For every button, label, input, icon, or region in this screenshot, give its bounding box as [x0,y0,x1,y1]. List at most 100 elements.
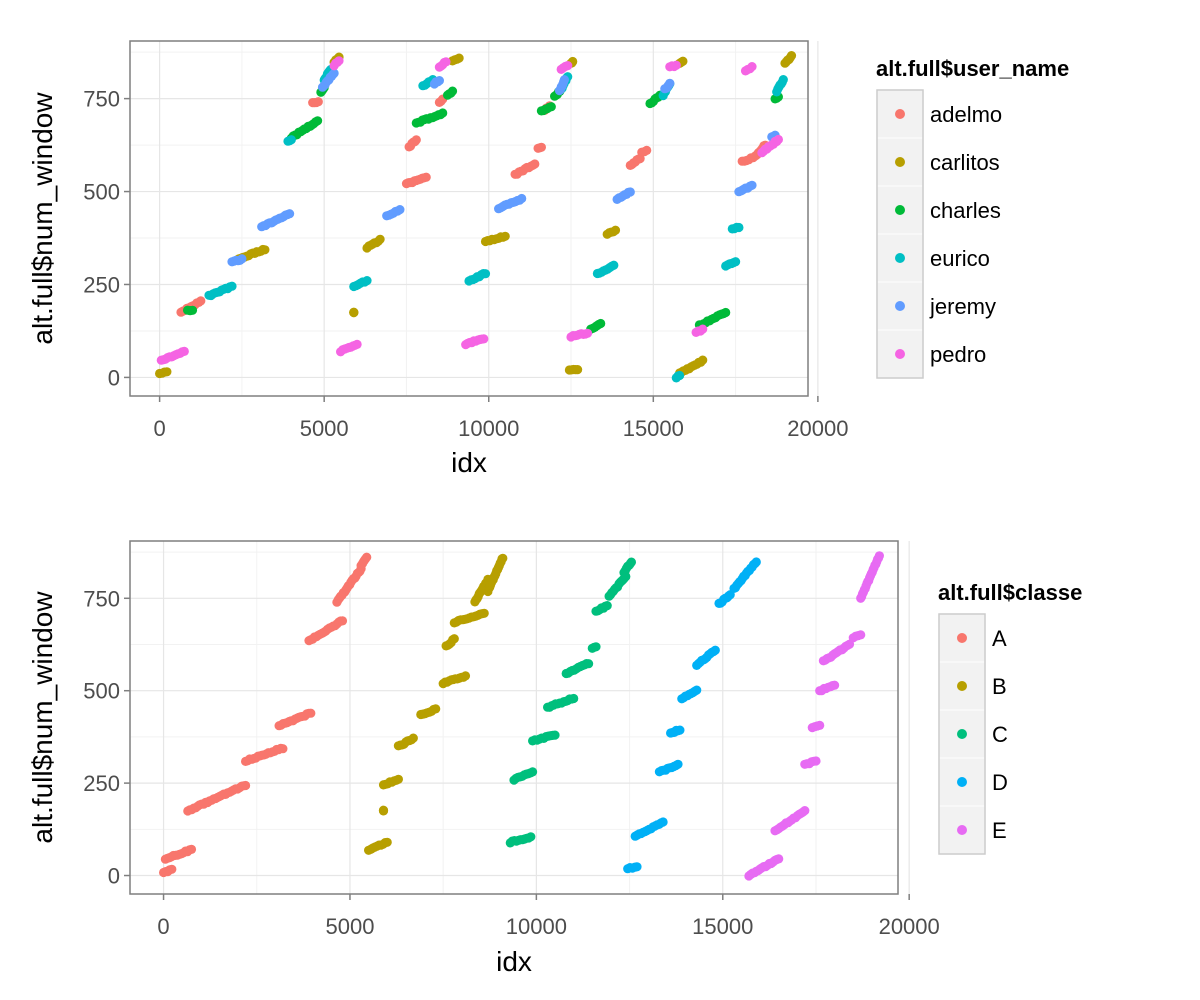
series-C [505,557,637,848]
data-point-C [550,730,560,740]
series-A [159,552,372,878]
data-point-pedro [441,57,451,67]
data-point-jeremy [434,76,444,86]
data-point-E [856,630,866,640]
legend-label: E [992,818,1007,843]
y-axis-title: alt.full$num_window [27,591,58,844]
data-point-E [774,854,784,864]
data-point-E [830,680,840,690]
legend-key-A [957,633,967,643]
data-point-eurico [609,260,619,270]
legend-key-jeremy [895,301,905,311]
y-axis-title: alt.full$num_window [27,92,58,345]
series-E [744,551,885,881]
plot-background [130,541,898,894]
y-tick-label: 250 [83,272,120,297]
data-point-jeremy [329,68,339,78]
legend-key-E [957,825,967,835]
data-point-A [278,744,288,754]
data-point-carlitos [610,225,621,235]
legend-key-C [957,729,967,739]
data-point-pedro [479,334,489,344]
data-point-C [591,642,601,652]
y-tick-label: 0 [108,864,120,889]
legend-entry: pedro [876,329,986,379]
data-point-adelmo [313,97,323,107]
legend-label: B [992,674,1007,699]
data-point-pedro [773,134,784,145]
data-point-carlitos [375,234,385,244]
data-point-eurico [362,276,372,286]
data-point-carlitos [349,307,359,317]
data-point-carlitos [454,53,464,63]
x-tick-label: 20000 [787,416,848,441]
legend-label: D [992,770,1008,795]
series-pedro [156,56,784,365]
data-point-A [337,616,348,626]
legend-entry: adelmo [876,89,1002,139]
legend-entry: A [938,613,1007,663]
data-point-pedro [698,324,708,334]
y-tick-label: 750 [83,586,120,611]
data-point-B [431,704,441,714]
legend-key-D [957,777,967,787]
data-point-jeremy [625,187,635,197]
data-point-carlitos [698,355,708,365]
data-point-eurico [675,370,685,381]
data-point-charles [313,116,323,126]
data-point-carlitos [500,231,510,241]
data-point-eurico [480,269,491,279]
y-tick-label: 750 [83,87,120,112]
data-point-pedro [334,56,344,66]
data-point-adelmo [411,135,421,145]
data-point-D [632,862,642,872]
legend-key-eurico [895,253,905,263]
data-point-E [800,806,810,816]
data-point-adelmo [196,296,206,306]
y-tick-label: 500 [83,679,120,704]
legend-label: eurico [930,246,990,271]
data-point-jeremy [285,209,295,219]
data-point-A [306,708,316,718]
x-tick-label: 0 [153,416,165,441]
data-point-eurico [778,75,788,85]
y-tick-label: 500 [83,180,120,205]
data-point-adelmo [536,142,547,152]
legend-label: charles [930,198,1001,223]
data-point-pedro [179,346,189,356]
legend-label: jeremy [929,294,996,319]
series-carlitos [155,51,797,379]
chart-panel-2: 0 5000 10000 15000 20000 0 250 500 750 idx alt.ful… [27,540,1082,977]
data-point-charles [447,86,458,96]
data-point-C [626,557,637,567]
y-tick-label: 0 [108,365,120,390]
plot-border [129,40,809,397]
data-point-B [449,634,459,644]
data-point-B [378,805,389,815]
data-point-pedro [671,60,681,70]
data-point-D [751,557,761,567]
legend-key-frame [938,613,986,855]
data-point-carlitos [573,365,583,375]
data-point-eurico [227,281,237,291]
legend-label: A [992,626,1007,651]
series-charles [183,82,784,334]
legend-key-adelmo [895,109,905,119]
data-point-E [815,720,825,731]
data-points [155,51,797,383]
data-point-jeremy [395,205,405,215]
plot-border [129,540,899,895]
data-point-carlitos [678,56,688,66]
legend-key-B [957,681,967,691]
data-point-adelmo [421,172,431,182]
legend-entry: B [938,661,1007,711]
gridlines [130,541,910,894]
data-point-B [479,608,489,618]
data-point-D [710,645,720,655]
data-point-E [874,551,885,561]
legend-entry: charles [876,185,1001,235]
x-tick-label: 15000 [692,914,753,939]
data-point-B [393,774,403,784]
